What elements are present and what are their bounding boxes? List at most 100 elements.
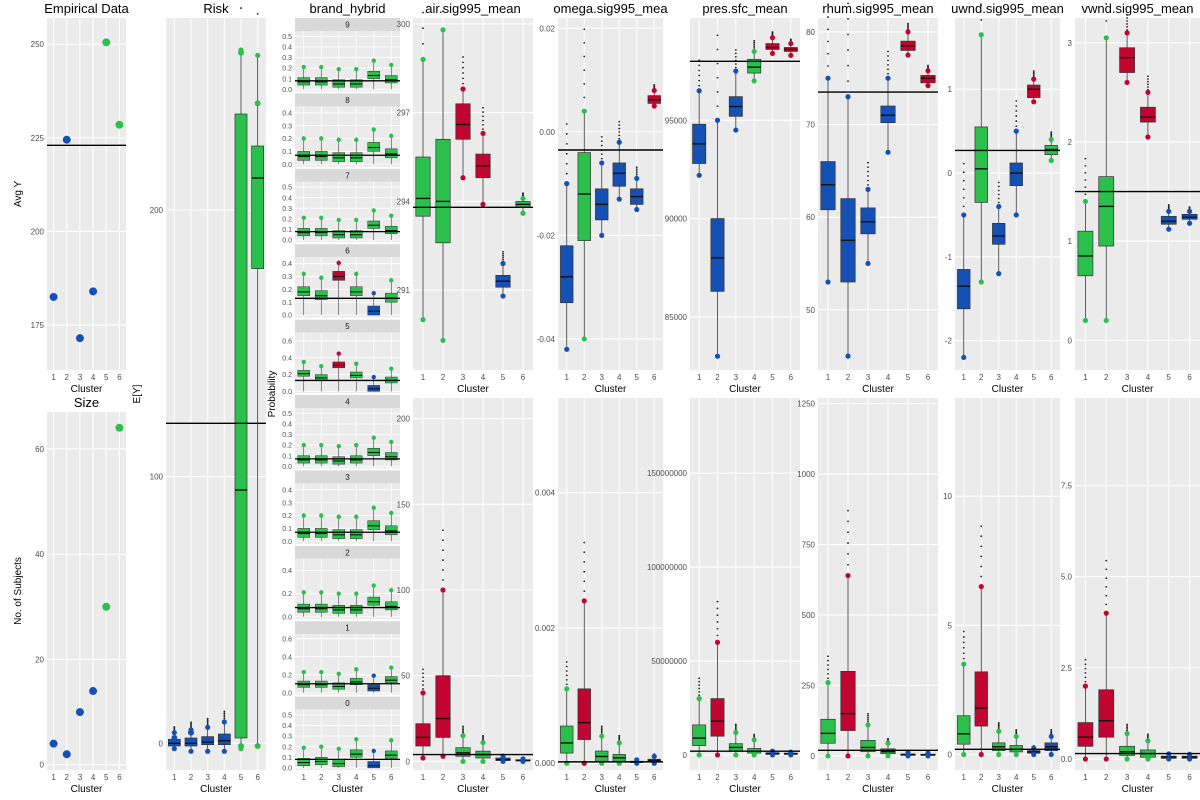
- x-tick-label: 4: [1146, 373, 1151, 382]
- mean-point: [354, 591, 359, 596]
- outlier-dot: [442, 559, 444, 561]
- mean-point: [978, 751, 984, 758]
- box-body: [332, 605, 345, 614]
- outlier-dot: [867, 179, 869, 182]
- facet-strip: [295, 470, 400, 484]
- y-tick-label: 1: [1068, 237, 1073, 246]
- x-tick-label: 4: [752, 373, 757, 382]
- box-body: [692, 724, 707, 746]
- x-axis-label: Cluster: [1122, 384, 1154, 395]
- box-body: [332, 529, 345, 539]
- mean-point: [751, 752, 757, 758]
- x-tick-label: 2: [65, 373, 70, 382]
- box-body: [577, 152, 591, 241]
- y-tick-label: 200: [150, 206, 164, 215]
- facet-strip: [295, 18, 400, 31]
- x-tick-label: 4: [481, 373, 486, 382]
- outlier-dot: [1084, 179, 1087, 181]
- outlier-dot: [565, 670, 568, 672]
- mean-point: [301, 215, 306, 221]
- facet-strip: [295, 696, 400, 710]
- outlier-dot: [442, 569, 444, 571]
- outlier-dot: [997, 723, 1000, 726]
- mean-point: [389, 62, 394, 68]
- x-tick-label: 4: [481, 773, 486, 782]
- mean-point: [996, 271, 1002, 277]
- panel-background: [295, 31, 400, 92]
- outlier-dot: [583, 96, 586, 99]
- outlier-dot: [422, 684, 424, 686]
- x-axis-label: Cluster: [332, 784, 364, 795]
- mean-point: [301, 359, 306, 365]
- y-tick-label: 1250: [797, 400, 815, 409]
- y-tick-label: 5: [948, 621, 953, 630]
- mean-point: [905, 29, 911, 35]
- mean-point: [500, 260, 506, 267]
- mean-point: [480, 739, 486, 746]
- outlier-dot: [462, 56, 464, 58]
- outlier-dot: [997, 721, 1000, 724]
- y-tick-label: 0.0: [282, 464, 292, 471]
- y-tick-label: 297: [397, 109, 411, 118]
- y-tick-label: 20: [35, 655, 44, 664]
- mean-point: [1124, 730, 1130, 737]
- outlier-dots: [962, 630, 965, 660]
- outlier-dots: [583, 541, 586, 593]
- outlier-dot: [442, 549, 444, 551]
- box-body: [455, 103, 471, 140]
- outlier-dot: [698, 69, 701, 72]
- x-tick-label: 1: [697, 373, 702, 382]
- y-tick-label: 0.2: [282, 672, 292, 679]
- y-tick-label: 0.3: [282, 432, 292, 439]
- outlier-dots: [698, 677, 701, 697]
- x-axis-label: Cluster: [200, 784, 232, 795]
- outlier-dot: [1147, 83, 1149, 86]
- box-body: [860, 740, 876, 753]
- box-body: [332, 152, 345, 162]
- outlier-dot: [1015, 125, 1018, 128]
- y-tick-label: 0.0: [282, 690, 292, 697]
- outlier-dot: [734, 56, 737, 58]
- mean-point: [371, 748, 376, 754]
- y-axis-label: Probability: [267, 371, 278, 418]
- mean-point: [1186, 751, 1193, 757]
- chart-uwnd-mean: -2 -1 0 1 1 2 3 4 5 6 Cluster uwnd.sig995_mean: [945, 1, 1064, 395]
- outlier-dots: [716, 600, 719, 637]
- box-body: [577, 688, 591, 740]
- mean-point: [751, 737, 757, 743]
- outlier-dot: [462, 730, 464, 732]
- outlier-dot: [206, 720, 209, 723]
- x-tick-label: 3: [997, 773, 1002, 782]
- outlier-dot: [698, 694, 701, 697]
- mean-point: [978, 32, 984, 38]
- x-axis-label: Cluster: [595, 384, 627, 395]
- mean-point: [905, 52, 911, 58]
- mean-point: [788, 52, 794, 58]
- mean-point: [440, 587, 446, 593]
- outlier-dots: [980, 4, 983, 21]
- outlier-dot: [635, 168, 638, 171]
- mean-point: [520, 210, 526, 216]
- x-tick-label: 6: [926, 773, 931, 782]
- outlier-dot: [565, 679, 568, 681]
- panel-title: Size: [74, 395, 99, 410]
- y-tick-label: 1000: [797, 470, 815, 479]
- panel-title: pres.sfc_mean: [702, 1, 787, 16]
- mean-point: [616, 740, 622, 746]
- outlier-dot: [1084, 667, 1087, 670]
- box-body: [820, 161, 836, 211]
- box-body: [860, 207, 876, 235]
- outlier-dot: [962, 646, 965, 649]
- x-tick-label: 6: [652, 773, 657, 782]
- outlier-dot: [583, 69, 586, 72]
- outlier-dot: [462, 725, 464, 728]
- x-axis-label: Cluster: [71, 384, 103, 395]
- outlier-dot: [502, 250, 504, 253]
- chart-empirical: 175 200 225 250 1 2 3 4 5 6 Cluster Empirical Data A…: [13, 1, 130, 395]
- box-body: [251, 145, 265, 270]
- mean-point: [1082, 756, 1089, 762]
- outlier-dot: [600, 144, 603, 147]
- y-tick-label: 0.0: [282, 238, 292, 245]
- y-tick-label: 100000000: [647, 563, 688, 572]
- y-tick-label: 0: [948, 169, 953, 178]
